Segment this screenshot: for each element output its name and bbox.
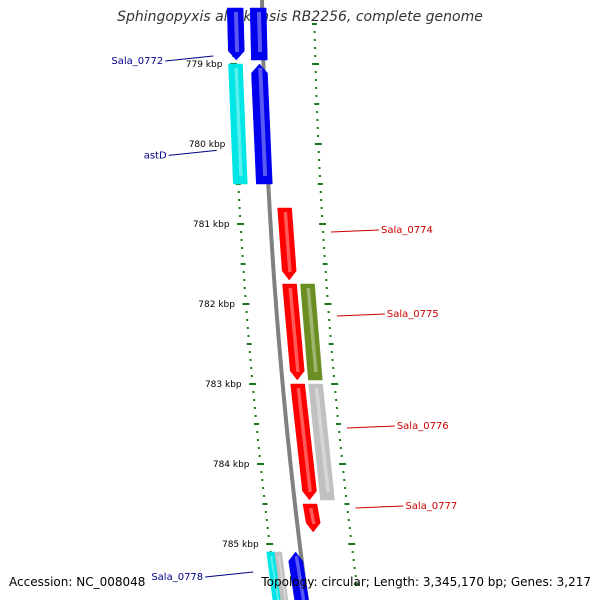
gene-feature[interactable] — [308, 383, 335, 501]
gene-callout-line — [355, 505, 404, 509]
gene-label[interactable]: Sala_0775 — [387, 309, 439, 320]
scale-label: 785 kbp — [222, 540, 259, 550]
scale-label: 782 kbp — [198, 300, 235, 310]
gene-label[interactable]: astD — [144, 150, 167, 161]
gene-feature-highlight — [288, 287, 300, 373]
gene-feature[interactable] — [249, 7, 268, 61]
gene-feature[interactable] — [274, 551, 289, 600]
gene-feature[interactable] — [226, 7, 245, 61]
gene-feature-highlight — [314, 387, 330, 493]
scale-label: 784 kbp — [213, 460, 250, 470]
gene-features — [226, 7, 335, 600]
gene-feature[interactable] — [300, 283, 323, 381]
gene-feature[interactable] — [251, 63, 273, 185]
accession-label: Accession: NC_008048 — [9, 575, 146, 589]
gene-feature-highlight — [270, 555, 280, 600]
gene-feature[interactable] — [288, 551, 310, 600]
gene-feature-highlight — [308, 507, 316, 525]
gene-feature[interactable] — [228, 63, 248, 185]
gene-callout-line — [168, 149, 217, 156]
scale-labels: 779 kbp 780 kbp 781 kbp 782 kbp 783 kbp 784 k… — [186, 60, 259, 550]
gene-callout-line — [336, 313, 385, 317]
gene-label[interactable]: Sala_0774 — [381, 225, 433, 236]
gene-label[interactable]: Sala_0777 — [405, 501, 457, 512]
gene-label[interactable]: Sala_0776 — [397, 421, 449, 432]
gene-feature[interactable] — [282, 283, 305, 381]
gene-callout-line — [165, 55, 214, 62]
gene-feature[interactable] — [302, 503, 321, 533]
gene-feature[interactable] — [290, 383, 317, 501]
gene-feature-highlight — [294, 555, 306, 600]
gene-feature-highlight — [233, 11, 240, 53]
map-title: Sphingopyxis alaskensis RB2256, complete… — [117, 9, 483, 25]
gene-callout-line — [346, 425, 395, 429]
gene-label[interactable]: Sala_0778 — [151, 572, 203, 583]
gene-feature[interactable] — [277, 207, 297, 281]
gene-feature-highlight — [256, 11, 263, 53]
genome-summary-label: Topology: circular; Length: 3,345,170 bp… — [261, 575, 591, 589]
gene-callout-line — [331, 229, 380, 233]
gene-feature-highlight — [258, 67, 268, 177]
gene-label[interactable]: Sala_0772 — [111, 56, 163, 67]
gene-feature[interactable] — [266, 551, 282, 600]
gene-callouts: Sala_0772 astD Sala_0774 Sala_0775 Sala_0776… — [111, 55, 457, 583]
scale-label: 779 kbp — [186, 60, 223, 70]
scale-label: 780 kbp — [189, 140, 226, 150]
gene-feature-highlight — [277, 555, 287, 600]
gene-feature-highlight — [234, 67, 243, 177]
gene-feature-highlight — [283, 211, 292, 273]
gene-callout-line — [205, 571, 254, 578]
gene-feature-highlight — [296, 387, 312, 493]
scale-label: 781 kbp — [193, 220, 230, 230]
scale-label: 783 kbp — [205, 380, 242, 390]
gene-feature-highlight — [306, 287, 318, 373]
